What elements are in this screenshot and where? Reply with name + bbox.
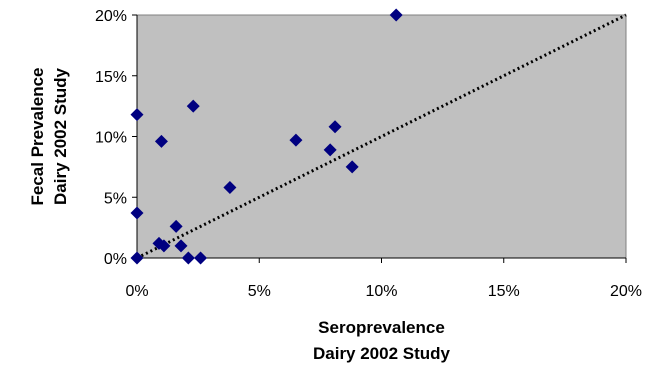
trend-line (136, 13, 627, 260)
data-point (130, 206, 144, 220)
data-point (186, 99, 200, 113)
y-tick-label: 5% (104, 190, 127, 207)
data-point (323, 143, 337, 157)
x-axis-title-line: Seroprevalence (318, 318, 445, 337)
x-tick-label: 20% (610, 283, 642, 300)
data-point (389, 8, 403, 22)
x-tick-label: 5% (248, 283, 271, 300)
data-point (157, 239, 171, 253)
data-point (194, 251, 208, 265)
data-point (181, 251, 195, 265)
x-tick-label: 10% (365, 283, 397, 300)
data-point (130, 251, 144, 265)
x-tick-label: 15% (488, 283, 520, 300)
y-axis-title-line: Fecal Prevalence (28, 68, 47, 206)
data-point (169, 219, 183, 233)
data-point (130, 108, 144, 122)
data-point (345, 160, 359, 174)
x-axis-title-line: Dairy 2002 Study (313, 344, 451, 363)
y-axis-title-line: Dairy 2002 Study (51, 67, 70, 205)
x-axis-title: Seroprevalence Dairy 2002 Study (313, 318, 451, 363)
x-tick-label: 0% (125, 283, 148, 300)
y-tick-label: 10% (95, 130, 127, 147)
data-point (328, 120, 342, 134)
y-axis-title: Fecal Prevalence Dairy 2002 Study (28, 67, 70, 205)
data-point (174, 239, 188, 253)
data-point (223, 181, 237, 195)
y-tick-label: 20% (95, 8, 127, 25)
y-tick-label: 15% (95, 69, 127, 86)
y-tick-label: 0% (104, 251, 127, 268)
data-point (289, 133, 303, 147)
data-point (154, 134, 168, 148)
